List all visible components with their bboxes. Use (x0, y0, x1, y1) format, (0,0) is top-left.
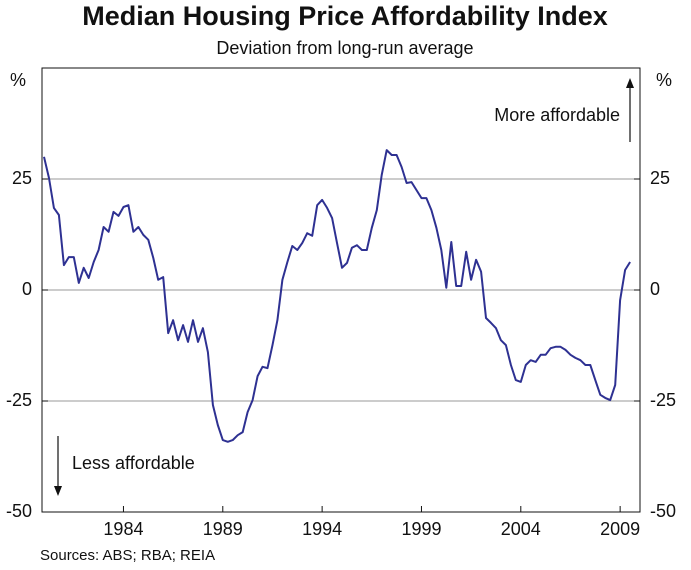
y2-tick-label: 0 (650, 279, 660, 299)
data-line (43, 149, 631, 443)
arrow-head (54, 486, 62, 496)
y-tick-label: -50 (6, 501, 32, 521)
y-tick-label: 0 (22, 279, 32, 299)
arrow-head (626, 78, 634, 88)
y-unit-right: % (656, 70, 672, 90)
y2-tick-label: -50 (650, 501, 676, 521)
plot-frame (41, 67, 641, 513)
x-tick-label: 2004 (501, 519, 541, 539)
y2-tick-label: 25 (650, 168, 670, 188)
annotation: Less affordable (72, 453, 195, 473)
y-tick-label: -25 (6, 390, 32, 410)
x-tick-label: 1984 (103, 519, 143, 539)
source: Sources: ABS; RBA; REIA (40, 547, 215, 564)
x-tick-label: 2009 (600, 519, 640, 539)
chart-subtitle: Deviation from long-run average (216, 38, 473, 58)
chart-title: Median Housing Price Affordability Index (82, 1, 608, 31)
y-tick-label: 25 (12, 168, 32, 188)
x-tick-label: 1989 (203, 519, 243, 539)
annotation: More affordable (494, 105, 620, 125)
x-tick-label: 1999 (401, 519, 441, 539)
y2-tick-label: -25 (650, 390, 676, 410)
x-tick-label: 1994 (302, 519, 342, 539)
y-unit-left: % (10, 70, 26, 90)
